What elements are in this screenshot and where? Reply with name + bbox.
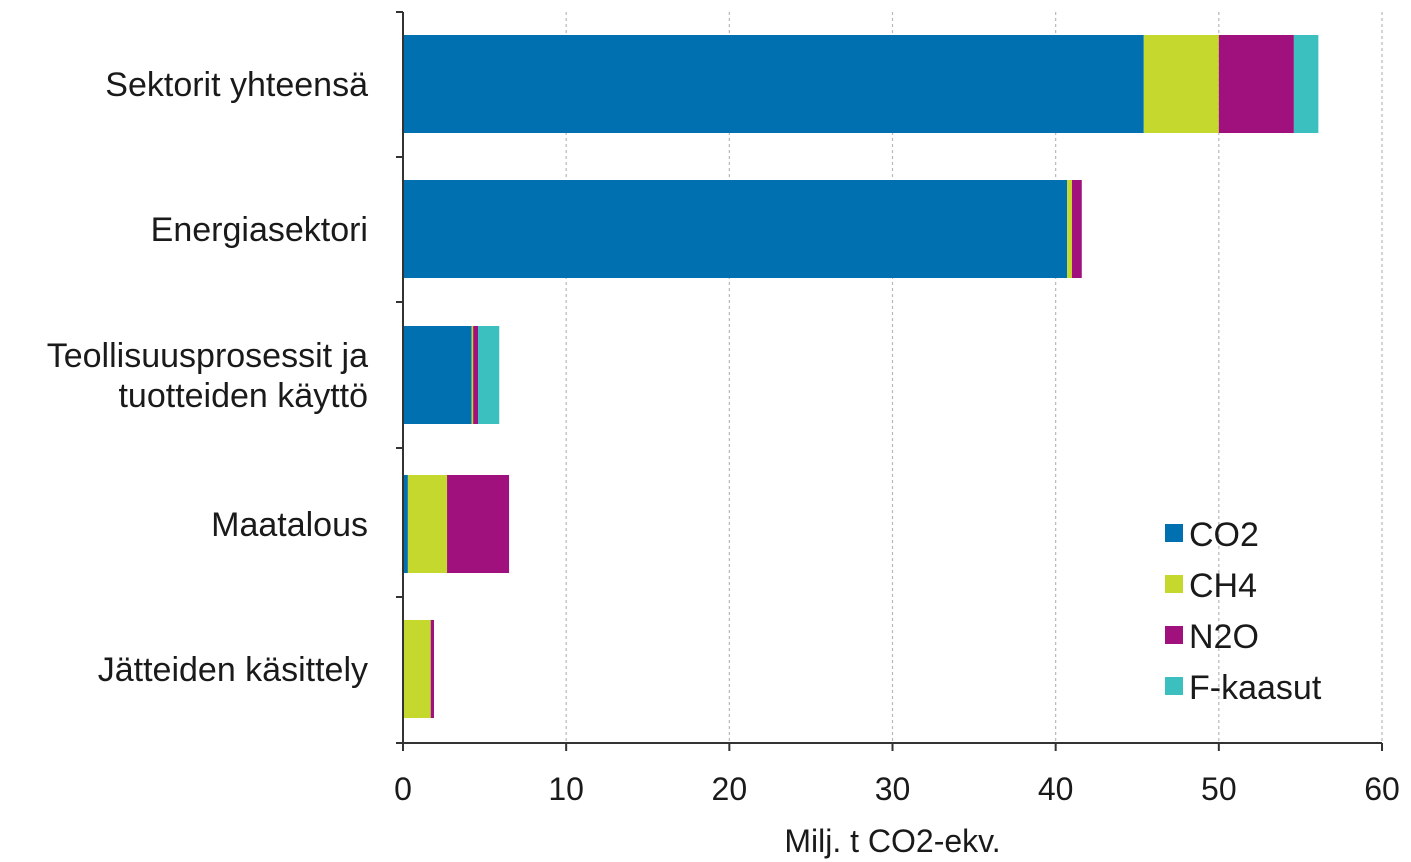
legend-swatch-f-kaasut <box>1165 677 1183 695</box>
bar-ch4-4 <box>403 620 431 718</box>
x-tick-labels: 0 10 20 30 40 50 60 <box>394 771 1400 807</box>
x-tick-label-50: 50 <box>1201 771 1237 807</box>
bar-f-kaasut-0 <box>1293 35 1319 133</box>
bar-co2-3 <box>403 475 408 573</box>
bar-n2o-1 <box>1071 180 1082 278</box>
bar-ch4-0 <box>1143 35 1219 133</box>
bars <box>403 35 1319 718</box>
grid-lines <box>565 12 1383 743</box>
x-tick-label-40: 40 <box>1038 771 1074 807</box>
category-label-2: Teollisuusprosessit ja tuotteiden käyttö <box>47 337 368 415</box>
legend: CO2 CH4 N2O F-kaasut <box>1165 516 1322 707</box>
bar-co2-2 <box>403 326 472 424</box>
bar-ch4-2 <box>471 326 474 424</box>
legend-label-co2: CO2 <box>1189 516 1259 554</box>
legend-swatch-co2 <box>1165 524 1183 542</box>
bar-co2-0 <box>403 35 1144 133</box>
bar-ch4-1 <box>1067 180 1072 278</box>
legend-swatch-ch4 <box>1165 575 1183 593</box>
legend-label-ch4: CH4 <box>1189 567 1257 605</box>
x-tick-label-30: 30 <box>875 771 911 807</box>
bar-f-kaasut-2 <box>478 326 500 424</box>
axes <box>396 11 1383 751</box>
category-labels: Sektorit yhteensä Energiasektori Teollisuu… <box>47 66 368 689</box>
bar-ch4-3 <box>407 475 448 573</box>
x-tick-label-0: 0 <box>394 771 412 807</box>
bar-n2o-2 <box>473 326 479 424</box>
category-label-0: Sektorit yhteensä <box>105 66 368 104</box>
legend-swatch-n2o <box>1165 626 1183 644</box>
legend-label-n2o: N2O <box>1189 618 1259 656</box>
x-tick-label-60: 60 <box>1364 771 1400 807</box>
x-tick-label-10: 10 <box>548 771 584 807</box>
x-tick-label-20: 20 <box>712 771 748 807</box>
bar-co2-1 <box>403 180 1068 278</box>
bar-n2o-4 <box>430 620 435 718</box>
category-label-1: Energiasektori <box>151 211 368 249</box>
x-axis-title: Milj. t CO2-ekv. <box>784 823 1000 859</box>
bar-n2o-3 <box>447 475 510 573</box>
legend-label-f-kaasut: F-kaasut <box>1189 669 1322 707</box>
category-label-3: Maatalous <box>211 506 368 544</box>
category-label-4: Jätteiden käsittely <box>98 651 368 689</box>
bar-n2o-0 <box>1218 35 1294 133</box>
